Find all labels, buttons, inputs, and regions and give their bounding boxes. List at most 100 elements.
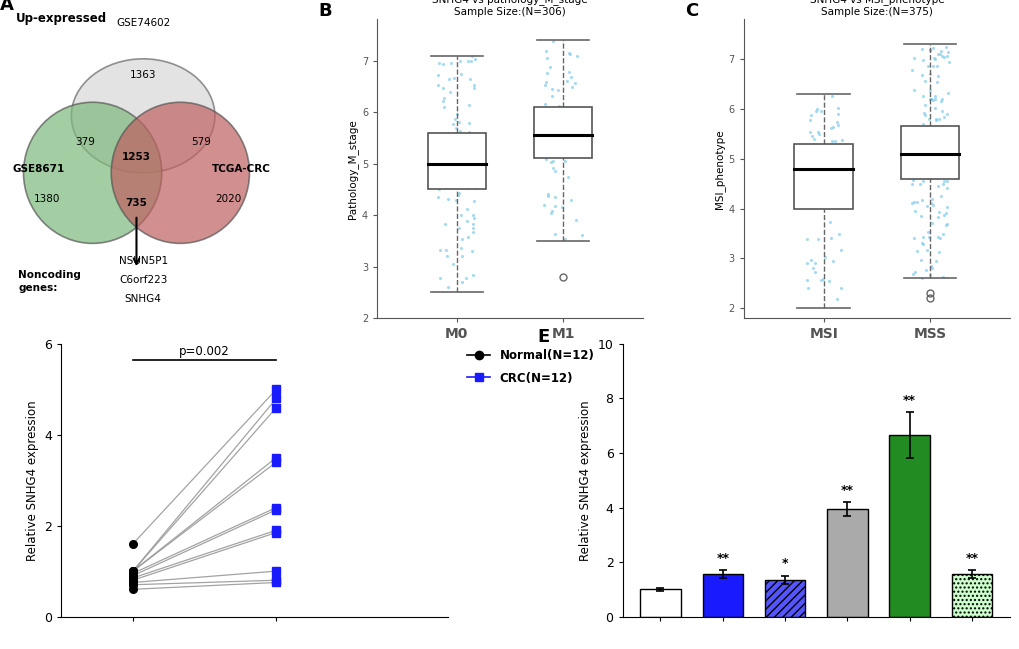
Point [539,68,555,79]
Point [542,123,558,134]
Point [825,175,842,185]
Point [820,217,837,228]
Point [931,95,948,106]
Point [928,147,945,157]
Point [923,155,940,165]
Point [829,228,846,239]
Point [921,163,937,173]
Point [537,80,553,90]
Bar [764,580,805,617]
Point [439,145,455,155]
Point [434,59,450,69]
Point [821,160,838,170]
Point [913,238,929,248]
Point [540,140,556,150]
Point [439,176,455,186]
Point [816,252,833,262]
Point [450,173,467,184]
Point [540,150,556,160]
Y-axis label: MSI_phenotype: MSI_phenotype [713,129,723,208]
Point [921,143,937,154]
Point [542,157,558,167]
Point [918,227,934,237]
Point [573,230,589,241]
Point [448,109,465,119]
Point [542,208,558,218]
Point [802,149,818,159]
Point [918,153,934,163]
Point [462,176,478,186]
Point [918,141,934,152]
Point [566,147,582,157]
Point [467,183,483,193]
Text: 579: 579 [192,136,211,147]
Point [806,257,822,267]
Point [937,169,954,180]
Title: SNHG4 vs MSI_phenotype
Sample Size:(N=375): SNHG4 vs MSI_phenotype Sample Size:(N=37… [809,0,944,18]
Point [460,182,476,193]
Point [920,114,936,125]
Point [913,146,929,156]
Point [916,170,932,180]
Point [823,136,840,146]
Point [923,151,940,161]
Point [916,122,932,132]
Point [911,127,927,137]
Point [542,110,558,120]
Point [452,243,469,253]
Point [934,53,951,63]
Point [466,212,482,223]
Point [462,74,478,84]
Point [915,127,931,137]
Point [444,153,461,163]
Point [937,175,954,186]
Point [936,220,953,230]
Point [450,130,467,140]
Point [919,129,935,139]
Point [821,145,838,156]
Point [457,182,473,192]
Point [801,167,817,178]
Point [453,251,470,262]
Point [938,201,955,212]
Point [822,195,839,206]
Point [430,143,446,154]
Point [798,234,814,245]
Point [923,218,940,228]
Point [571,148,587,158]
Point [925,152,942,162]
Point [927,256,944,266]
Point [813,160,829,170]
Point [908,149,924,159]
Point [911,165,927,176]
Point [452,210,469,220]
Point [938,171,955,182]
Point [904,142,920,153]
Text: GSE8671: GSE8671 [13,164,65,174]
Point [915,164,931,175]
Point [450,156,467,167]
Point [936,125,953,136]
Point [566,127,582,138]
Point [932,106,949,116]
Point [461,127,477,138]
Point [556,234,573,244]
Point [466,160,482,171]
Point [440,154,457,164]
Point [568,215,584,226]
Point [450,139,467,149]
Point [830,165,847,175]
Point [903,197,919,208]
Point [911,146,927,156]
Point [460,100,476,110]
Point [937,51,954,61]
Point [437,154,453,164]
Point [917,265,933,275]
Point [431,166,447,177]
Point [439,194,455,204]
Point [923,200,940,210]
Point [430,184,446,195]
Point [430,134,446,145]
Point [908,147,924,158]
Point [551,113,568,123]
